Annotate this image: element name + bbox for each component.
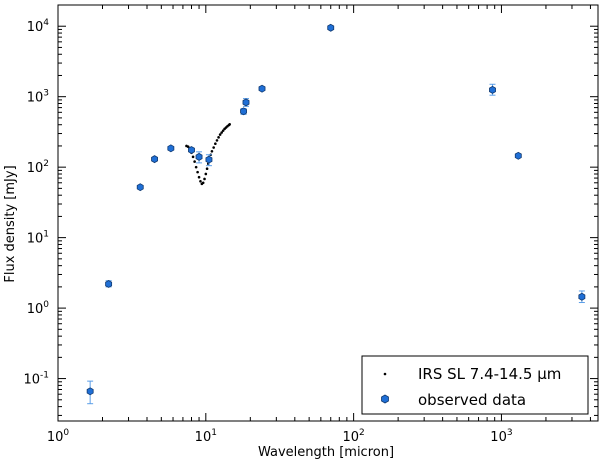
legend-marker-irs xyxy=(383,372,387,376)
irs-spectrum-point xyxy=(214,142,217,146)
y-tick-label: 10-1 xyxy=(23,371,49,388)
irs-spectrum-point xyxy=(204,172,208,176)
irs-spectrum-point xyxy=(203,177,206,181)
y-axis-label: Flux density [mJy] xyxy=(3,165,18,282)
y-tick-label: 100 xyxy=(27,300,50,317)
observed-data-point xyxy=(242,98,250,107)
observed-data-point xyxy=(136,183,144,192)
irs-spectrum-point xyxy=(191,155,195,159)
observed-data-point xyxy=(188,146,195,154)
y-tick-label: 102 xyxy=(27,159,49,176)
irs-spectrum-point xyxy=(199,179,202,183)
x-tick-label: 103 xyxy=(490,428,512,445)
y-tick-label: 103 xyxy=(27,89,49,106)
irs-spectrum-point xyxy=(212,146,215,149)
observed-data-point xyxy=(105,280,113,288)
x-tick-label: 101 xyxy=(195,428,217,445)
legend-frame xyxy=(361,355,589,415)
irs-spectrum-point xyxy=(221,129,225,132)
observed-data-point xyxy=(514,151,522,160)
irs-spectrum-point xyxy=(186,145,190,149)
legend-label-irs: IRS SL 7.4-14.5 µm xyxy=(418,365,561,383)
observed-data-point xyxy=(240,107,247,116)
legend: IRS SL 7.4-14.5 µm observed data xyxy=(361,355,589,415)
plot-area xyxy=(86,23,586,405)
x-tick-label: 100 xyxy=(47,428,70,445)
x-axis-label: Wavelength [micron] xyxy=(258,445,394,460)
irs-spectrum-point xyxy=(193,160,196,163)
observed-data-point xyxy=(151,155,158,164)
observed-data-point xyxy=(167,144,175,153)
irs-spectrum-point xyxy=(201,181,205,185)
y-tick-label: 101 xyxy=(27,230,49,247)
y-tick-label: 104 xyxy=(27,18,50,35)
x-tick-label: 102 xyxy=(342,428,364,445)
irs-spectrum-point xyxy=(196,170,199,174)
observed-data-point xyxy=(327,23,335,32)
irs-spectrum-point xyxy=(217,136,220,139)
irs-spectrum-point xyxy=(228,123,231,126)
irs-spectrum-point xyxy=(215,139,219,142)
observed-data-point xyxy=(489,85,496,94)
observed-data-point xyxy=(578,292,586,301)
observed-data-point xyxy=(195,152,203,161)
irs-spectrum-point xyxy=(210,149,214,153)
observed-data-point xyxy=(86,387,94,396)
legend-marker-observed xyxy=(381,394,389,404)
irs-spectrum-point xyxy=(220,131,223,134)
observed-data-point xyxy=(205,155,213,164)
irs-spectrum-point xyxy=(205,167,209,171)
irs-spectrum-point xyxy=(197,175,201,179)
observed-data-point xyxy=(258,84,266,93)
irs-spectrum-point xyxy=(218,133,222,136)
legend-label-observed: observed data xyxy=(418,391,526,409)
axes: 100 101 102 103 10-1 100 101 102 103 104 xyxy=(23,4,599,445)
plot-frame xyxy=(57,4,599,422)
irs-spectrum-point xyxy=(194,165,198,169)
